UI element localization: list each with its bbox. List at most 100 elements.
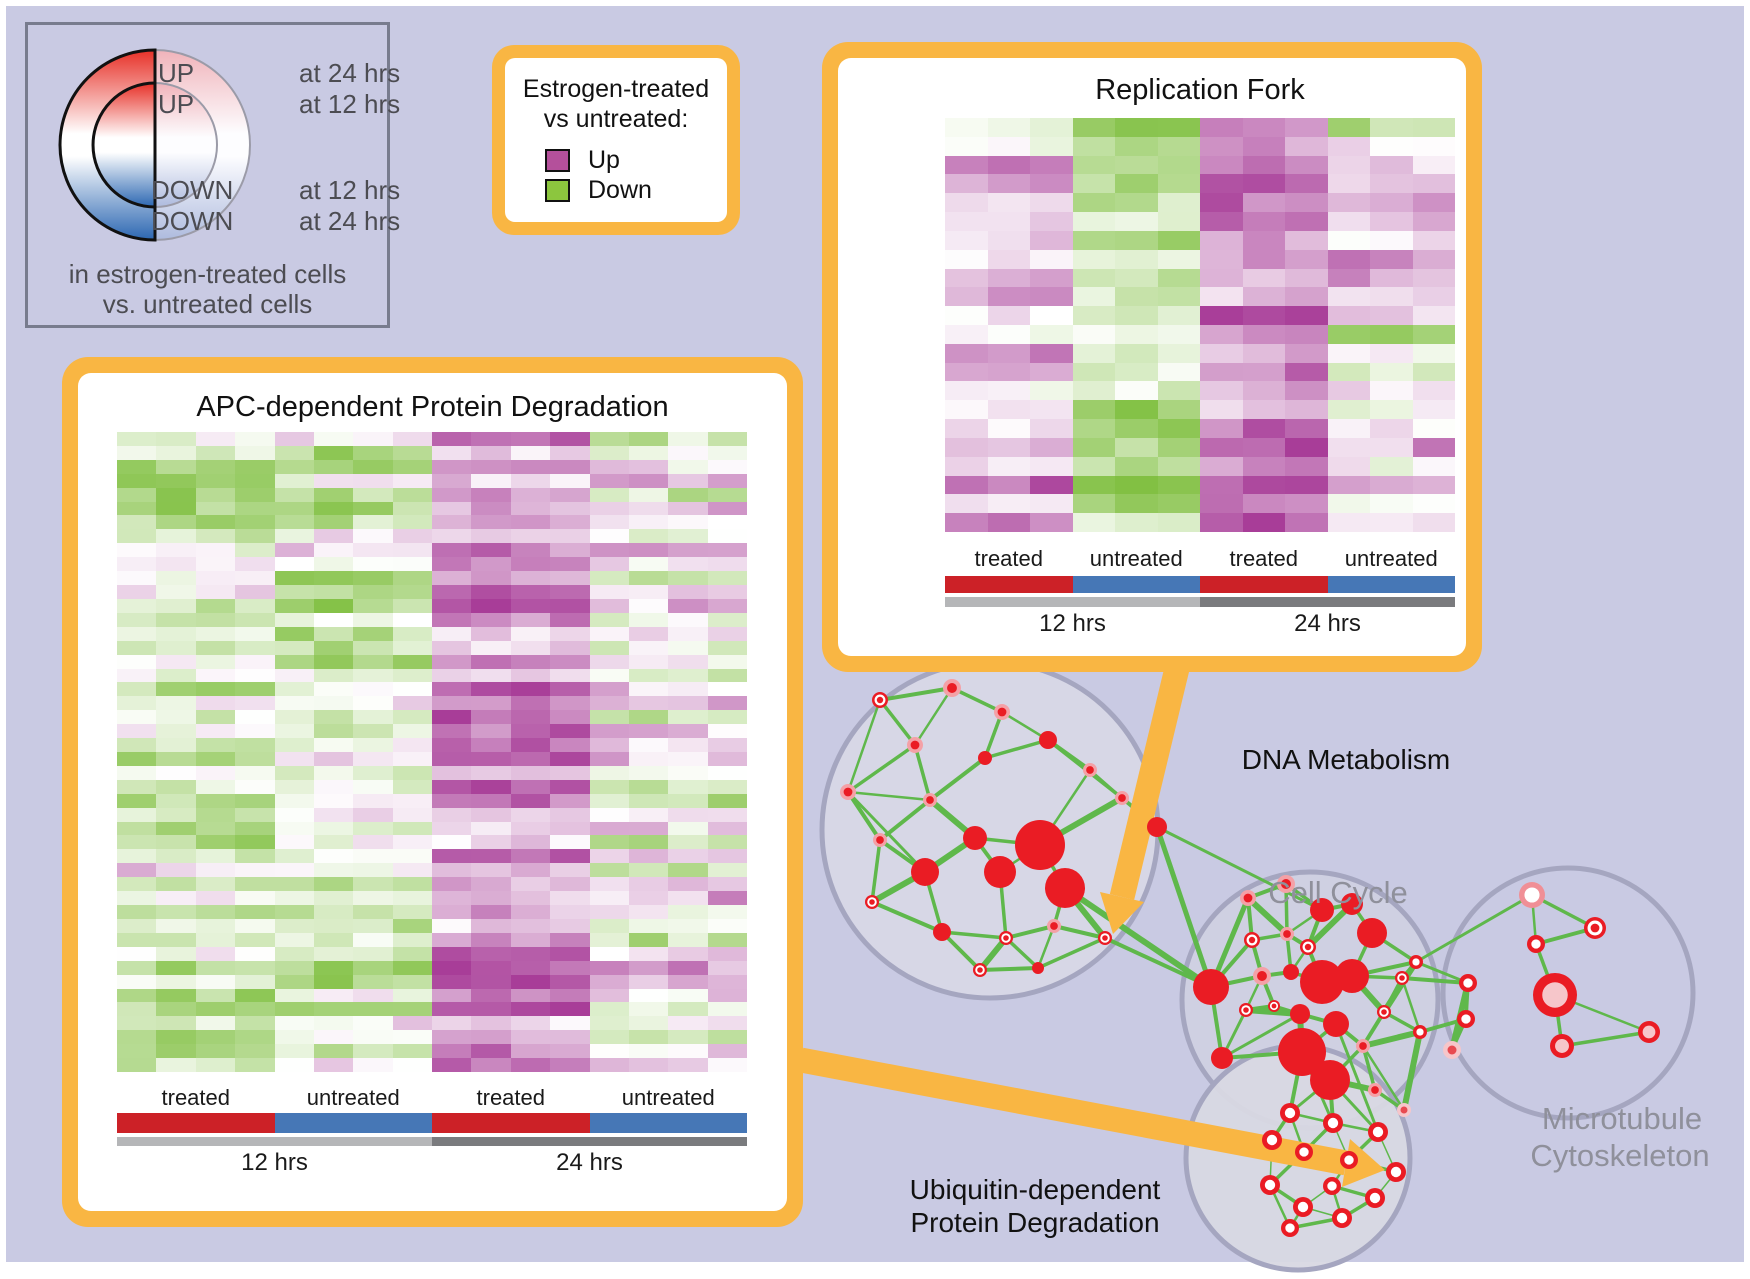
heatmap-cell: [589, 515, 629, 530]
heatmap-cell: [156, 1058, 196, 1072]
heatmap-cell: [589, 668, 629, 683]
overlap-row-time: at 12 hrs: [299, 175, 401, 205]
network-edge: [1037, 936, 1106, 970]
heatmap-cell: [471, 459, 511, 474]
time-labels: 12 hrs 24 hrs: [945, 610, 1455, 638]
network-node: [1039, 731, 1057, 749]
heatmap-group-labels: treated untreated treated untreated: [117, 1085, 747, 1111]
heatmap-cell: [707, 946, 747, 961]
heatmap-cell: [117, 557, 157, 572]
heatmap-cell: [274, 571, 314, 586]
heatmap-cell: [987, 343, 1030, 363]
heatmap-cell: [628, 988, 669, 1003]
heatmap-cell: [510, 668, 551, 683]
heatmap-cell: [353, 821, 393, 836]
heatmap-cell: [628, 543, 669, 558]
heatmap-cell: [313, 974, 354, 989]
heatmap-cell: [117, 863, 157, 878]
heatmap-cell: [235, 821, 275, 836]
heatmap-cell: [274, 585, 314, 599]
heatmap-cell: [550, 459, 590, 474]
heatmap-cell: [510, 849, 551, 864]
heatmap-cell: [550, 946, 590, 961]
heatmap-cell: [550, 779, 590, 794]
heatmap-cell: [589, 946, 629, 961]
heatmap-cell: [274, 626, 314, 641]
heatmap-cell: [550, 529, 590, 544]
heatmap-cell: [432, 779, 472, 794]
heatmap-cell: [1242, 212, 1285, 231]
heatmap-cell: [432, 877, 472, 892]
heatmap-cell: [1242, 456, 1285, 476]
heatmap-cell: [550, 445, 590, 460]
heatmap-cell: [1412, 193, 1455, 213]
heatmap-cell: [668, 1030, 708, 1045]
group-label: treated: [974, 546, 1044, 571]
heatmap-cell: [628, 793, 669, 808]
heatmap-cell: [432, 432, 472, 446]
heatmap-cell: [392, 432, 432, 446]
heatmap-cell: [353, 557, 393, 572]
heatmap-cell: [432, 1030, 472, 1045]
heatmap-cell: [510, 765, 551, 780]
group-label: untreated: [621, 1085, 715, 1110]
heatmap-cell: [1030, 456, 1073, 476]
heatmap-cell: [313, 918, 354, 933]
heatmap-cell: [1072, 287, 1115, 307]
heatmap-cell: [1115, 400, 1158, 420]
heatmap-cell: [550, 905, 590, 919]
heatmap-cell: [510, 515, 551, 530]
heatmap-cell: [432, 918, 472, 933]
heatmap-cell: [195, 974, 236, 989]
heatmap-cell: [987, 268, 1030, 288]
heatmap-cell: [195, 668, 236, 683]
heatmap-cell: [353, 863, 393, 878]
heatmap-cell: [1157, 400, 1200, 420]
heatmap-cell: [1327, 437, 1370, 457]
heatmap-cell: [707, 1002, 747, 1017]
heatmap-cell: [628, 724, 669, 739]
heatmap-cell: [392, 905, 432, 919]
heatmap-cell: [235, 793, 275, 808]
heatmap-cell: [1200, 419, 1243, 438]
heatmap-cell: [510, 640, 551, 655]
heatmap-cell: [432, 598, 472, 613]
heatmap-cell: [353, 905, 393, 919]
heatmap-cell: [550, 710, 590, 725]
heatmap-cell: [510, 724, 551, 739]
heatmap-cell: [432, 1016, 472, 1031]
heatmap-cell: [235, 501, 275, 516]
heatmap-cell: [589, 640, 629, 655]
heatmap-cell: [589, 891, 629, 906]
heatmap-cell: [274, 529, 314, 544]
heatmap-cell: [432, 1058, 472, 1072]
heatmap-cell: [313, 905, 354, 919]
heatmap-cell: [156, 432, 196, 446]
heatmap-cell: [471, 724, 511, 739]
heatmap-cell: [707, 1044, 747, 1059]
network-node-core: [1327, 1181, 1337, 1191]
heatmap-cell: [550, 932, 590, 947]
network-node-core: [1285, 1223, 1295, 1233]
heatmap-cell: [313, 515, 354, 530]
heatmap-cell: [945, 306, 988, 325]
heatmap-cell: [1370, 456, 1413, 476]
heatmap-cell: [432, 946, 472, 961]
network-node-core: [1447, 1045, 1457, 1055]
heatmap-cell: [1115, 174, 1158, 194]
heatmap-cell: [156, 612, 196, 627]
heatmap-cell: [1030, 494, 1073, 514]
heatmap-cell: [1285, 437, 1328, 457]
heatmap-cell: [589, 487, 629, 502]
heatmap-cell: [1200, 325, 1243, 344]
heatmap-cell: [156, 877, 196, 892]
heatmap-cell: [313, 682, 354, 697]
heatmap-cell: [1370, 437, 1413, 457]
heatmap-cell: [510, 459, 551, 474]
heatmap-cell: [195, 682, 236, 697]
heatmap-cell: [195, 585, 236, 599]
heatmap-cell: [1412, 456, 1455, 476]
heatmap-cell: [353, 682, 393, 697]
network-edge: [1053, 924, 1106, 940]
heatmap-cell: [707, 459, 747, 474]
